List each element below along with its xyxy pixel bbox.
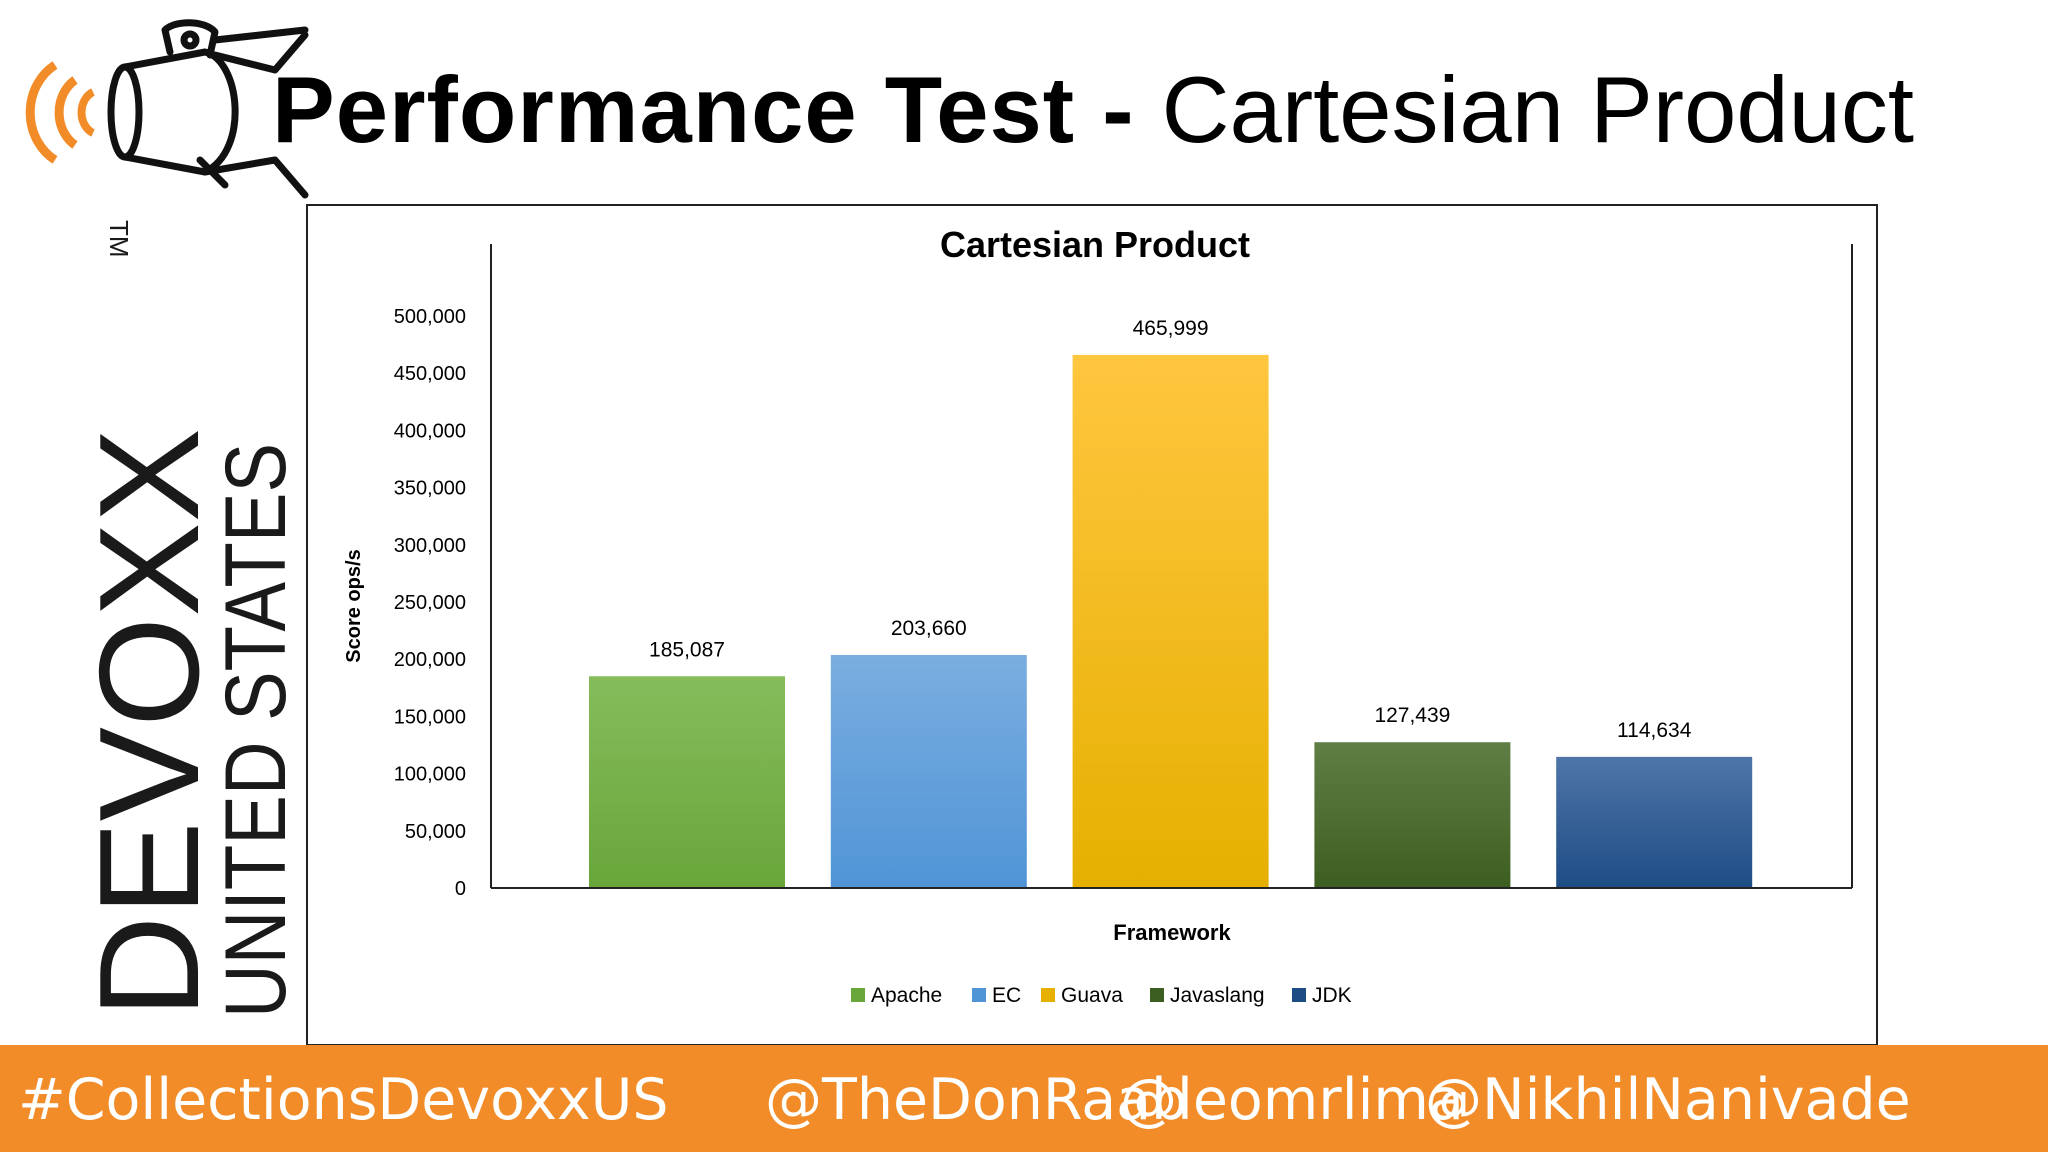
legend-swatch [1041, 988, 1055, 1002]
footer-handle: @NikhilNanivade [1425, 1067, 1911, 1133]
legend-swatch [1292, 988, 1306, 1002]
y-tick-label: 500,000 [394, 306, 466, 328]
chart-frame: Cartesian Product Score ops/s Framework … [306, 204, 1878, 1046]
legend-swatch [851, 988, 865, 1002]
slide-title-separator: - [1075, 57, 1162, 162]
legend-label: Guava [1061, 984, 1123, 1007]
legend-label: Apache [871, 984, 942, 1007]
bar-data-label: 185,087 [649, 638, 725, 661]
bar-data-label: 465,999 [1133, 317, 1209, 340]
chart-legend: Apache EC Guava Javaslang JDK [851, 984, 1352, 1007]
legend-swatch [972, 988, 986, 1002]
x-axis-label: Framework [1113, 920, 1231, 945]
y-tick-label: 50,000 [405, 821, 466, 843]
bar-ec [830, 655, 1027, 888]
bar-javaslang [1314, 742, 1511, 888]
y-tick-label: 100,000 [394, 764, 466, 786]
y-tick-label: 0 [455, 878, 466, 900]
slide-title-rest: Cartesian Product [1161, 57, 1915, 162]
legend-label: JDK [1312, 984, 1352, 1007]
slide-title: Performance Test - Cartesian Product [272, 55, 1914, 165]
brand-trademark: TM [104, 220, 134, 258]
bar-jdk [1556, 756, 1753, 888]
y-tick-label: 350,000 [394, 478, 466, 500]
chart-title: Cartesian Product [940, 224, 1250, 265]
bar-data-label: 114,634 [1617, 719, 1692, 742]
y-tick-label: 200,000 [394, 649, 466, 671]
bar-guava [1072, 354, 1269, 888]
footer-handle: @leomrlima [1120, 1067, 1464, 1133]
y-tick-label: 250,000 [394, 592, 466, 614]
bar-chart: Cartesian Product Score ops/s Framework … [343, 224, 1853, 1007]
y-axis-label: Score ops/s [343, 549, 365, 662]
footer-handle: @TheDonRaab [765, 1067, 1188, 1133]
y-tick-label: 450,000 [394, 363, 466, 385]
y-tick-label: 150,000 [394, 706, 466, 728]
devoxx-vertical-brand: DEVOXX TM UNITED STATES [80, 220, 300, 1018]
footer-bar: #CollectionsDevoxxUS @TheDonRaab @leomrl… [0, 1045, 2048, 1152]
footer-hashtag: #CollectionsDevoxxUS [18, 1067, 669, 1133]
brand-region: UNITED STATES [208, 443, 300, 1018]
y-tick-label: 400,000 [394, 420, 466, 442]
legend-label: EC [992, 984, 1021, 1007]
y-tick-label: 300,000 [394, 535, 466, 557]
bar-apache [589, 676, 785, 888]
bar-data-label: 127,439 [1374, 704, 1450, 727]
slide-title-bold: Performance Test [272, 57, 1076, 162]
devoxx-logo-icon [25, 19, 309, 199]
legend-label: Javaslang [1170, 984, 1265, 1007]
bar-data-label: 203,660 [891, 617, 967, 640]
legend-swatch [1150, 988, 1164, 1002]
brand-wordmark: DEVOXX [80, 428, 229, 1018]
